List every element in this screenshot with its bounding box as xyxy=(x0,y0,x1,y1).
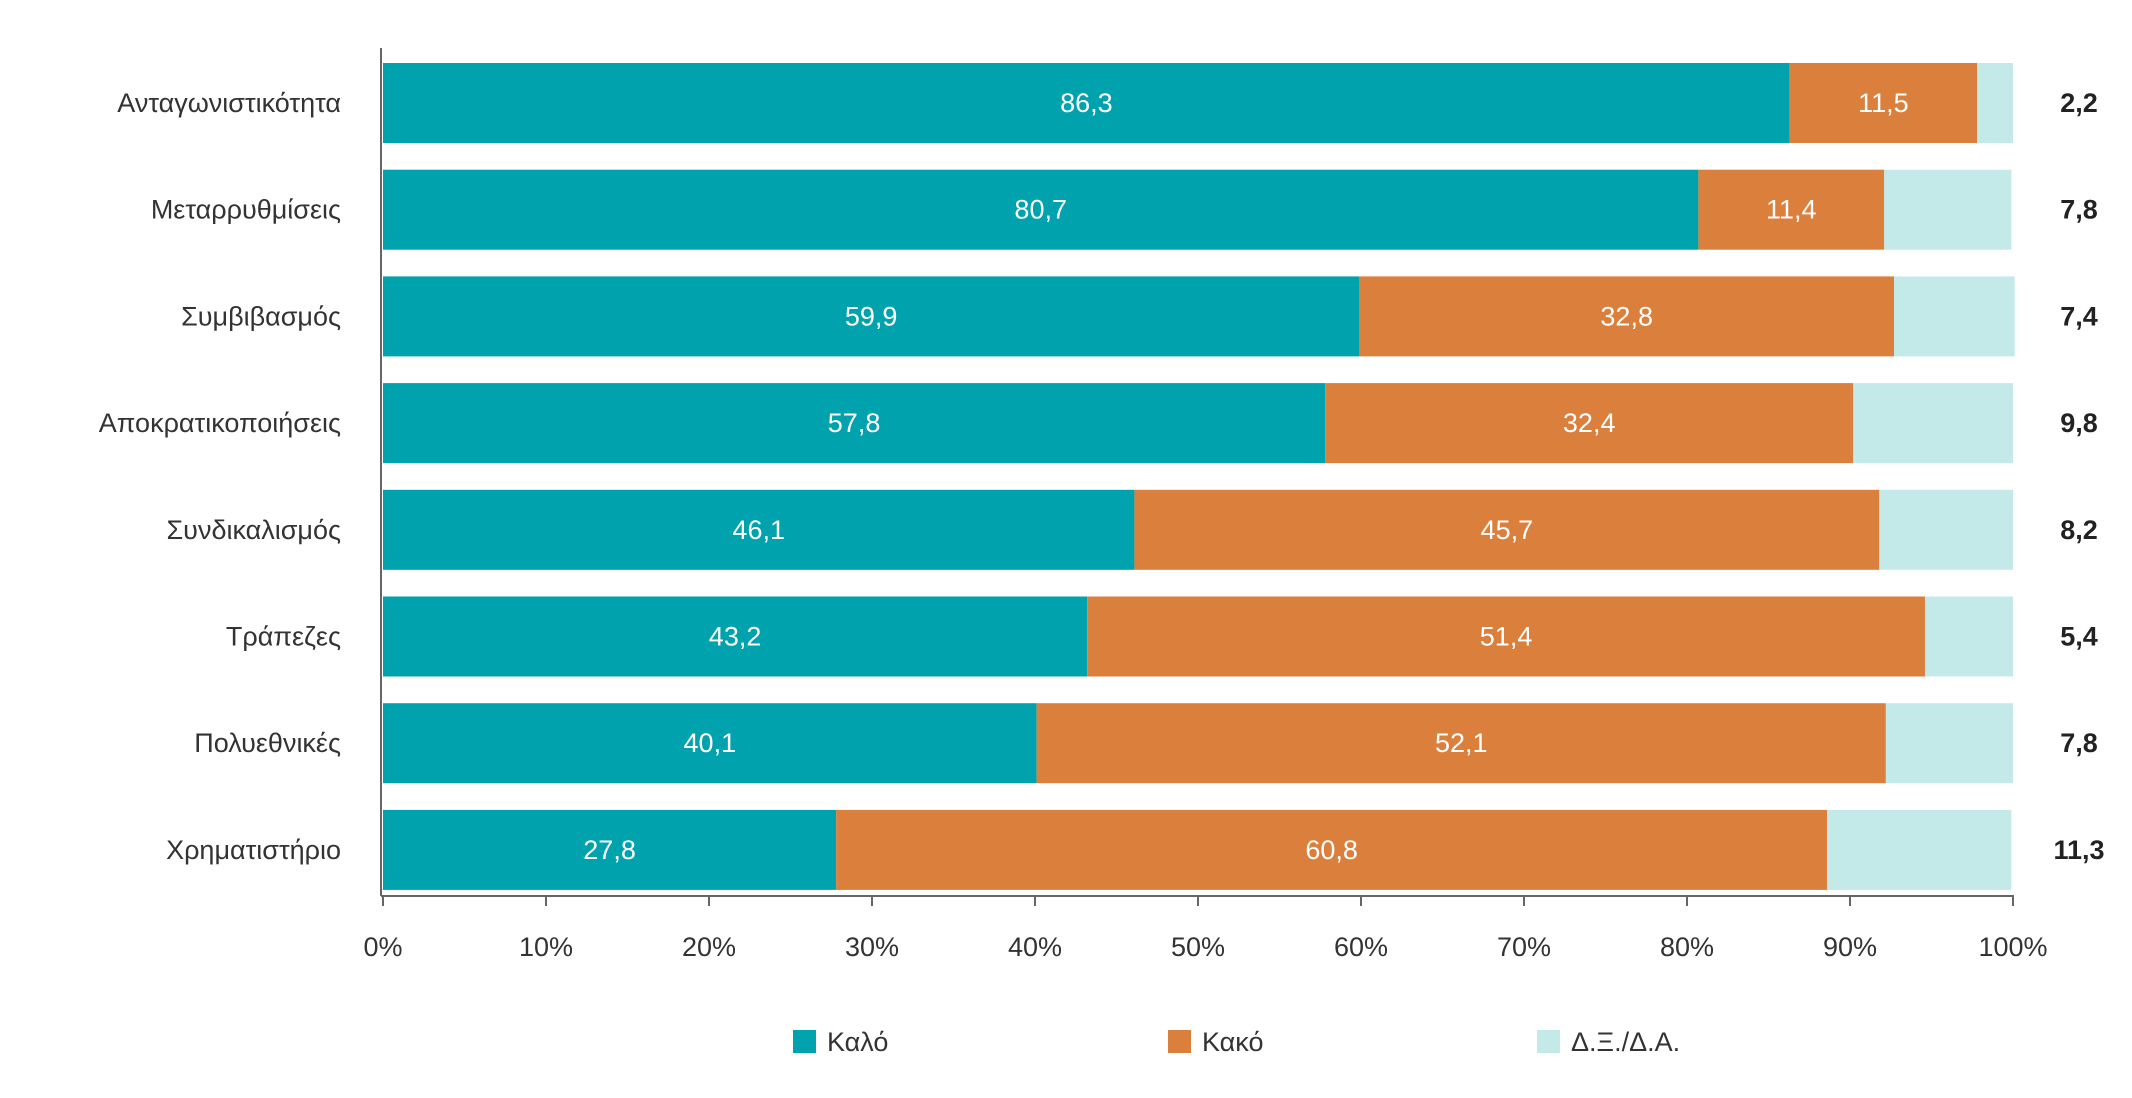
bar-segment-series-1 xyxy=(836,809,1828,890)
data-label-series-1: 32,8 xyxy=(1600,301,1653,331)
category-label: Συμβιβασμός xyxy=(181,301,341,331)
x-tick-label: 30% xyxy=(845,932,899,962)
category-label: Συνδικαλισμός xyxy=(166,515,341,545)
legend-label-series-0: Καλό xyxy=(827,1027,888,1057)
x-tick-label: 60% xyxy=(1334,932,1388,962)
data-label-series-0: 40,1 xyxy=(684,728,737,758)
bar-segment-series-2 xyxy=(1884,169,2012,250)
data-label-series-2: 7,4 xyxy=(2060,301,2098,331)
x-tick-label: 70% xyxy=(1497,932,1551,962)
category-label: Ανταγωνιστικότητα xyxy=(117,88,341,118)
data-label-series-1: 52,1 xyxy=(1435,728,1488,758)
data-label-series-2: 11,3 xyxy=(2053,835,2104,865)
legend-swatch-series-1 xyxy=(1168,1030,1191,1053)
bar-segment-series-2 xyxy=(1885,703,2013,784)
x-tick-label: 80% xyxy=(1660,932,1714,962)
data-label-series-2: 9,8 xyxy=(2060,408,2098,438)
bar-segment-series-0 xyxy=(383,703,1037,784)
bar-segment-series-2 xyxy=(1879,489,2013,570)
data-label-series-0: 43,2 xyxy=(709,622,762,652)
data-label-series-0: 57,8 xyxy=(828,408,881,438)
bars-layer: 86,3 11,5 2,2 80,7 11,4 7,8 59,9 32,8 7,4 57,8 32,… xyxy=(383,63,2105,890)
category-label: Μεταρρυθμίσεις xyxy=(151,195,341,225)
bar-segment-series-0 xyxy=(383,63,1790,143)
x-tick-label: 10% xyxy=(519,932,573,962)
bar-segment-series-1 xyxy=(1789,63,1978,143)
bar-segment-series-0 xyxy=(383,489,1135,570)
data-label-series-0: 59,9 xyxy=(845,301,898,331)
x-tick-label: 0% xyxy=(363,932,402,962)
data-label-series-0: 27,8 xyxy=(583,835,636,865)
data-label-series-0: 46,1 xyxy=(732,515,785,545)
x-tick-label: 50% xyxy=(1171,932,1225,962)
legend-swatch-series-0 xyxy=(793,1030,816,1053)
data-label-series-1: 45,7 xyxy=(1481,515,1534,545)
bar-segment-series-1 xyxy=(1036,703,1886,784)
legend-label-series-1: Κακό xyxy=(1202,1027,1263,1057)
bar-segment-series-1 xyxy=(1698,169,1885,250)
category-label: Τράπεζες xyxy=(226,622,341,652)
data-label-series-1: 11,4 xyxy=(1766,195,1817,225)
bar-segment-series-2 xyxy=(1977,63,2013,143)
bar-segment-series-0 xyxy=(383,596,1088,677)
axis-layer: Ανταγωνιστικότητα Μεταρρυθμίσεις Συμβιβασμ… xyxy=(99,48,2048,962)
bar-segment-series-2 xyxy=(1827,809,2012,890)
bar-segment-series-1 xyxy=(1325,383,1854,464)
x-tick-label: 90% xyxy=(1823,932,1877,962)
bar-segment-series-2 xyxy=(1894,276,2015,357)
data-label-series-1: 32,4 xyxy=(1563,408,1616,438)
legend: Καλό Κακό Δ.Ξ./Δ.Α. xyxy=(793,1027,1680,1057)
legend-label-series-2: Δ.Ξ./Δ.Α. xyxy=(1571,1027,1680,1057)
bar-segment-series-0 xyxy=(383,169,1699,250)
data-label-series-2: 5,4 xyxy=(2060,622,2098,652)
x-tick-label: 100% xyxy=(1978,932,2047,962)
category-label: Πολυεθνικές xyxy=(194,728,341,758)
data-label-series-2: 7,8 xyxy=(2060,728,2098,758)
data-label-series-0: 80,7 xyxy=(1014,195,1067,225)
bar-segment-series-0 xyxy=(383,276,1360,357)
bar-segment-series-1 xyxy=(1134,489,1880,570)
x-tick-label: 20% xyxy=(682,932,736,962)
bar-segment-series-2 xyxy=(1924,596,2013,677)
bar-segment-series-1 xyxy=(1359,276,1895,357)
data-label-series-2: 7,8 xyxy=(2060,195,2098,225)
bar-segment-series-1 xyxy=(1087,596,1925,677)
x-tick-label: 40% xyxy=(1008,932,1062,962)
bar-segment-series-0 xyxy=(383,809,837,890)
data-label-series-1: 51,4 xyxy=(1480,622,1533,652)
bar-segment-series-0 xyxy=(383,383,1326,464)
category-label: Αποκρατικοποιήσεις xyxy=(99,408,341,438)
data-label-series-1: 60,8 xyxy=(1305,835,1358,865)
bar-segment-series-2 xyxy=(1853,383,2013,464)
data-label-series-0: 86,3 xyxy=(1060,88,1113,118)
legend-swatch-series-2 xyxy=(1537,1030,1560,1053)
data-label-series-2: 8,2 xyxy=(2060,515,2098,545)
data-label-series-2: 2,2 xyxy=(2060,88,2098,118)
data-label-series-1: 11,5 xyxy=(1858,88,1909,118)
category-label: Χρηματιστήριο xyxy=(166,835,341,865)
